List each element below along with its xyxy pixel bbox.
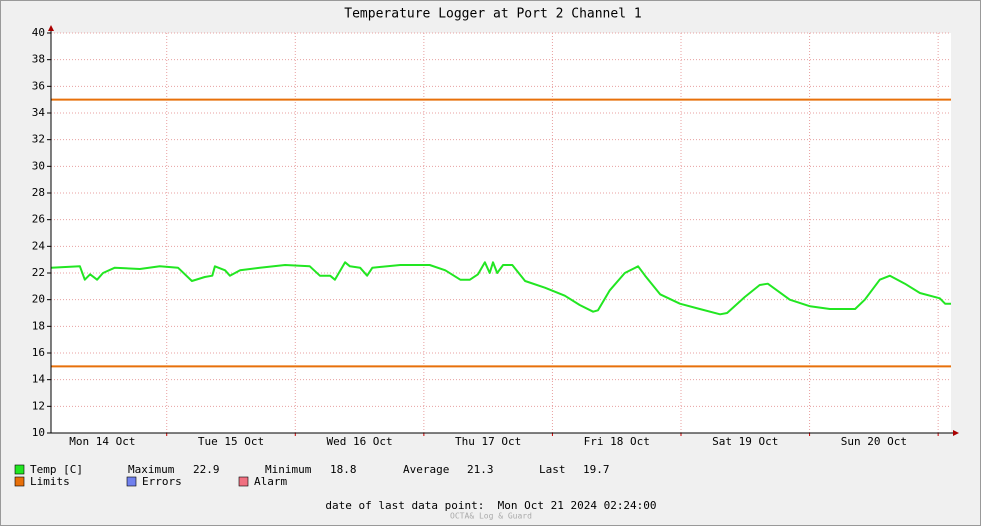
- x-tick-label: Mon 14 Oct: [69, 435, 135, 448]
- stat-label: Average: [403, 463, 449, 476]
- legend-label: Temp [C]: [30, 463, 83, 476]
- legend-swatch: [14, 464, 25, 475]
- y-tick-label: 14: [32, 373, 46, 386]
- x-tick-label: Fri 18 Oct: [584, 435, 650, 448]
- legend-swatch: [126, 476, 137, 487]
- legend-label: Limits: [30, 475, 70, 488]
- x-tick-label: Thu 17 Oct: [455, 435, 521, 448]
- stat-label: Last: [539, 463, 566, 476]
- x-tick-label: Wed 16 Oct: [326, 435, 392, 448]
- stat-label: Minimum: [265, 463, 312, 476]
- y-tick-label: 40: [32, 26, 45, 39]
- y-tick-label: 30: [32, 159, 45, 172]
- temperature-line: [50, 261, 951, 316]
- stat-label: Maximum: [128, 463, 175, 476]
- y-tick-label: 34: [32, 106, 46, 119]
- x-tick-label: Sat 19 Oct: [712, 435, 778, 448]
- y-tick-label: 26: [32, 213, 45, 226]
- legend-swatch: [238, 476, 249, 487]
- y-tick-label: 16: [32, 346, 45, 359]
- legend-label: Errors: [142, 475, 182, 488]
- x-tick-label: Sun 20 Oct: [841, 435, 907, 448]
- x-tick-label: Tue 15 Oct: [198, 435, 264, 448]
- plot-area: [51, 33, 951, 433]
- legend: Temp [C] Maximum 22.9 Minimum 18.8 Average 21.…: [14, 463, 610, 488]
- y-tick-label: 18: [32, 319, 45, 332]
- watermark: OCTA& Log & Guard: [450, 512, 532, 521]
- stat-value: 21.3: [467, 463, 494, 476]
- x-axis-arrow: [953, 430, 959, 436]
- y-tick-label: 32: [32, 133, 45, 146]
- stat-value: 19.7: [583, 463, 610, 476]
- stat-value: 22.9: [193, 463, 220, 476]
- y-tick-label: 38: [32, 53, 45, 66]
- y-tick-label: 36: [32, 79, 45, 92]
- legend-label: Alarm: [254, 475, 287, 488]
- stat-value: 18.8: [330, 463, 357, 476]
- y-tick-label: 10: [32, 426, 45, 439]
- y-axis-arrow: [48, 25, 54, 31]
- y-tick-label: 12: [32, 399, 45, 412]
- legend-swatch: [14, 476, 25, 487]
- y-tick-label: 22: [32, 266, 45, 279]
- y-tick-label: 20: [32, 293, 45, 306]
- marks: [50, 98, 951, 368]
- y-tick-label: 28: [32, 186, 45, 199]
- chart-title: Temperature Logger at Port 2 Channel 1: [344, 7, 641, 22]
- y-tick-label: 24: [32, 239, 46, 252]
- footer: date of last data point: Mon Oct 21 2024…: [325, 499, 656, 512]
